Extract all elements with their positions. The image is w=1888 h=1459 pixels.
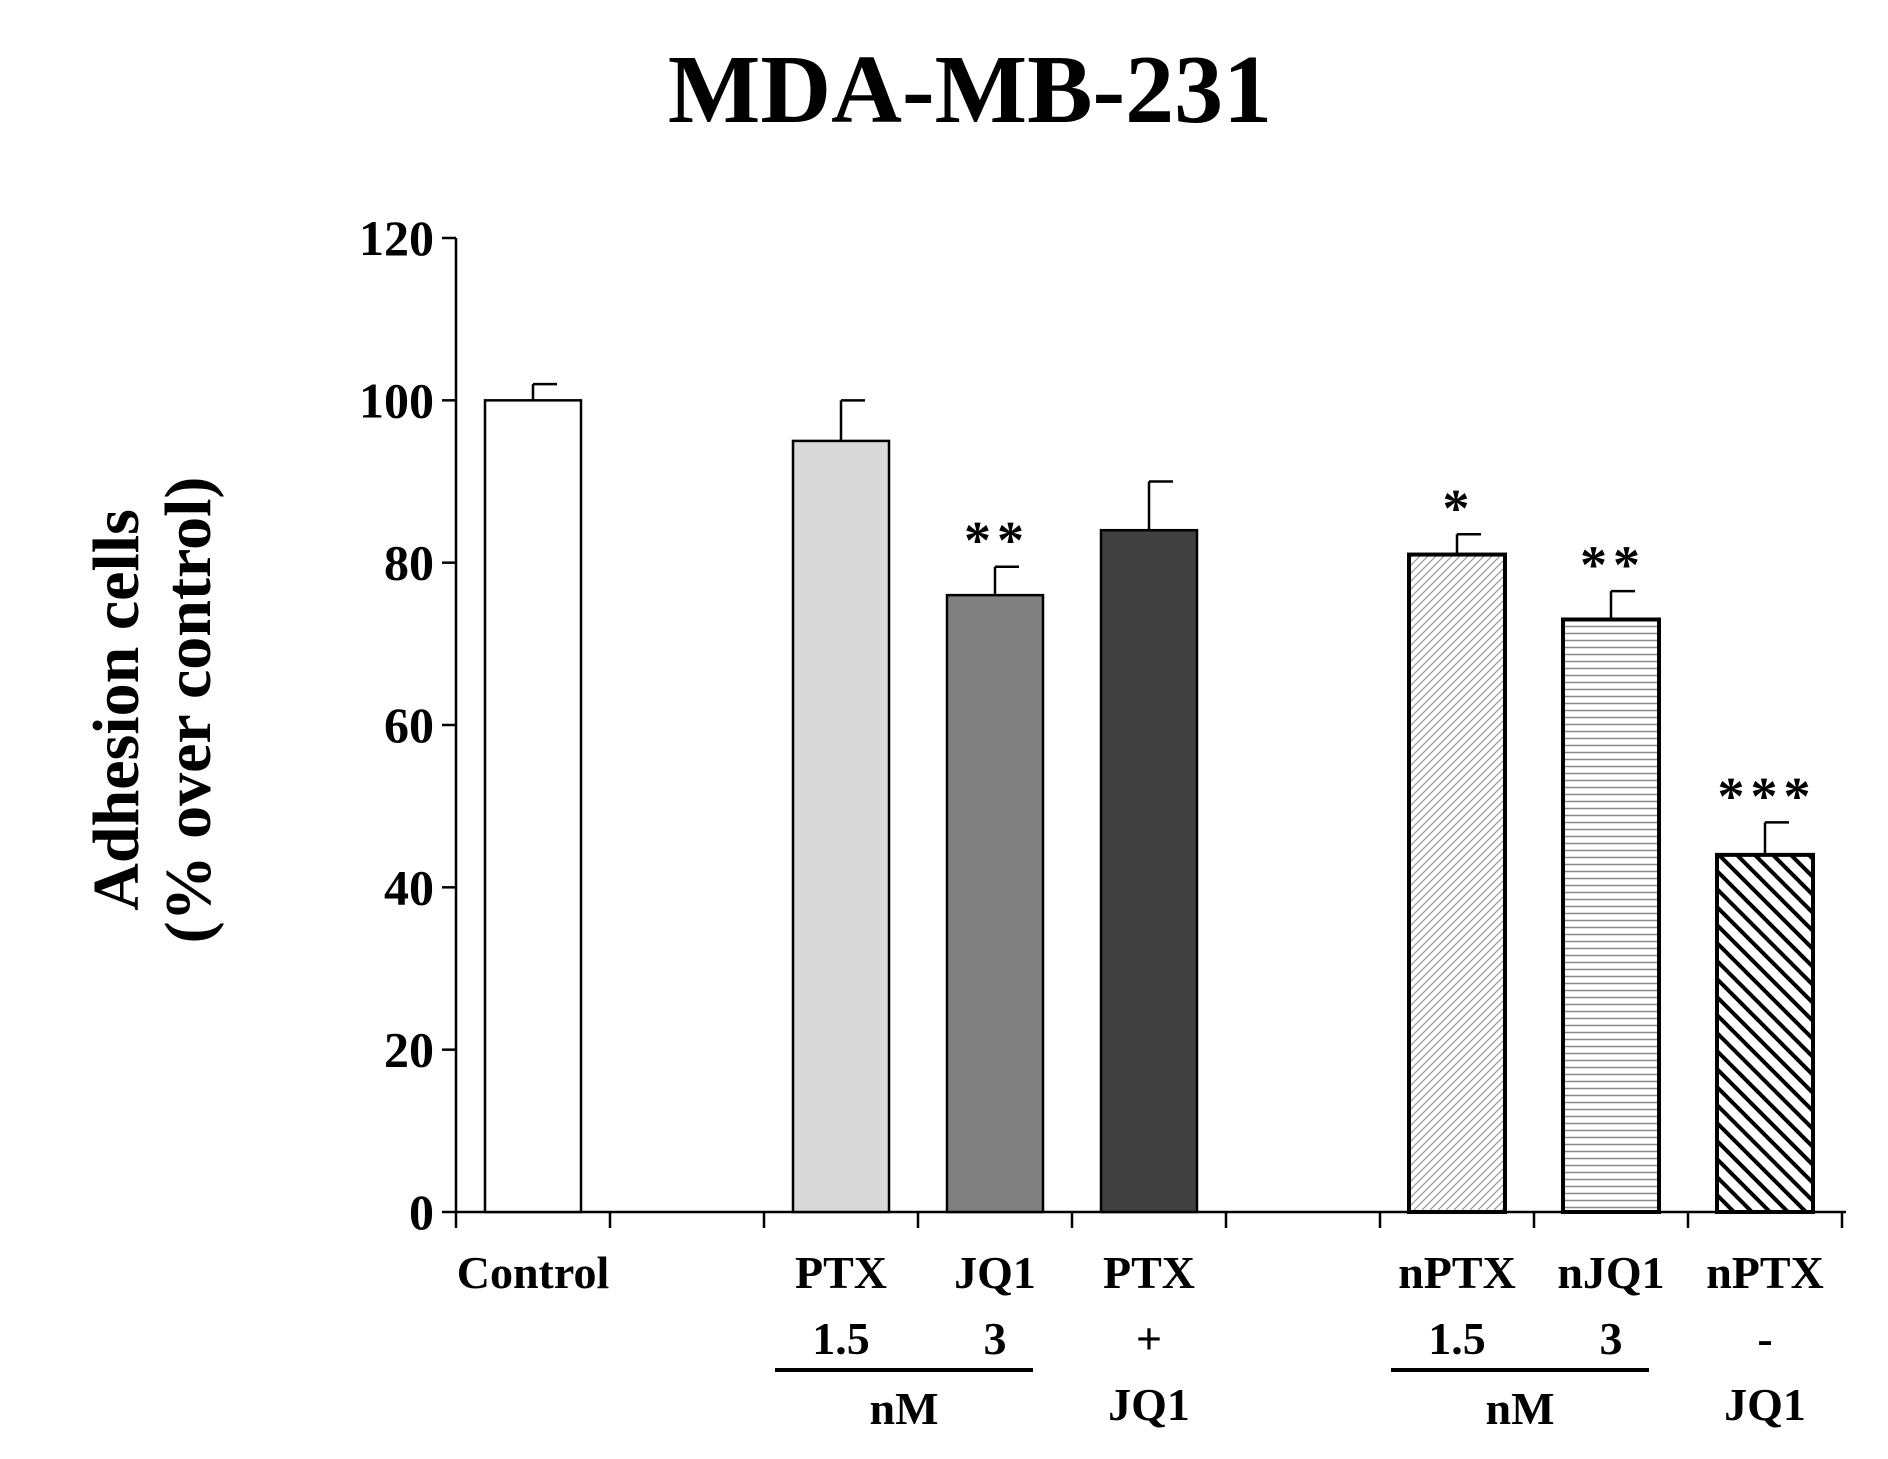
y-axis-label-line1: Adhesion cells bbox=[80, 509, 153, 911]
y-tick-label: 20 bbox=[384, 1022, 434, 1078]
x-label-njq1-0: nJQ1 bbox=[1557, 1247, 1664, 1298]
x-label-ptx-jq1-2: JQ1 bbox=[1108, 1379, 1190, 1430]
x-label-nptx-1: 1.5 bbox=[1428, 1313, 1486, 1364]
y-tick-label: 80 bbox=[384, 535, 434, 591]
x-label-nptx-jq1-1: - bbox=[1757, 1313, 1772, 1364]
x-label-nptx-jq1-2: JQ1 bbox=[1724, 1379, 1806, 1430]
x-label-ptx-1: 1.5 bbox=[812, 1313, 870, 1364]
y-tick-label: 40 bbox=[384, 859, 434, 915]
y-axis-label-line2: (% over control) bbox=[152, 477, 225, 944]
x-label-control-0: Control bbox=[457, 1247, 610, 1298]
x-label-njq1-1: 3 bbox=[1600, 1313, 1623, 1364]
x-label-ptx-jq1-1: + bbox=[1136, 1313, 1162, 1364]
significance-njq1: ** bbox=[1580, 535, 1646, 595]
bar-ptx-jq1 bbox=[1099, 528, 1199, 1214]
bar-jq1 bbox=[945, 593, 1045, 1214]
x-label-nptx-0: nPTX bbox=[1398, 1247, 1516, 1298]
significance-jq1: ** bbox=[964, 511, 1030, 571]
x-label-ptx-jq1-0: PTX bbox=[1103, 1247, 1195, 1298]
unit-group-label: nM bbox=[1486, 1383, 1555, 1434]
x-label-jq1-0: JQ1 bbox=[954, 1247, 1036, 1298]
bar-njq1 bbox=[1561, 617, 1661, 1214]
unit-group-label: nM bbox=[870, 1383, 939, 1434]
y-tick-label: 100 bbox=[359, 372, 434, 428]
x-label-ptx-0: PTX bbox=[795, 1247, 887, 1298]
bar-nptx-jq1 bbox=[1715, 852, 1815, 1214]
y-tick-label: 120 bbox=[359, 210, 434, 266]
chart-title: MDA-MB-231 bbox=[668, 36, 1272, 144]
bar-nptx bbox=[1407, 552, 1507, 1214]
bar-control bbox=[483, 399, 583, 1214]
x-label-nptx-jq1-0: nPTX bbox=[1706, 1247, 1824, 1298]
y-tick-label: 60 bbox=[384, 697, 434, 753]
bar-ptx bbox=[791, 439, 891, 1214]
significance-nptx-jq1: *** bbox=[1718, 766, 1817, 826]
x-label-jq1-1: 3 bbox=[984, 1313, 1007, 1364]
significance-nptx: * bbox=[1443, 478, 1476, 538]
y-tick-label: 0 bbox=[409, 1184, 434, 1240]
